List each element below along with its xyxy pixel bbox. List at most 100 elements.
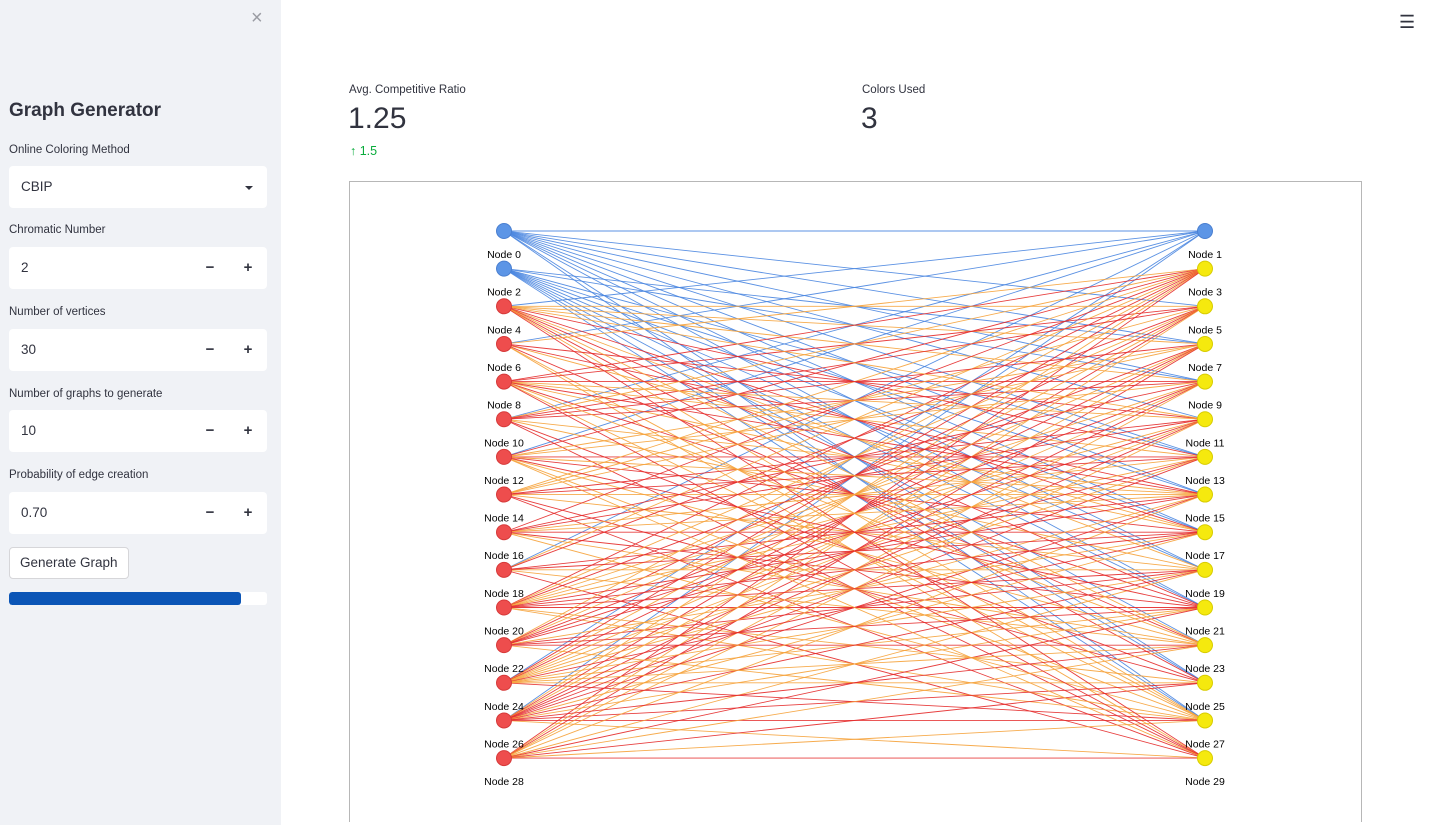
chromatic-number-input[interactable]: 2 − +	[9, 247, 267, 289]
ratio-label: Avg. Competitive Ratio	[349, 84, 466, 96]
node-label: Node 4	[487, 324, 521, 336]
graph-edge	[503, 381, 1206, 420]
node-label: Node 23	[1185, 663, 1225, 675]
probability-value: 0.70	[21, 505, 48, 520]
node-label: Node 24	[484, 701, 524, 713]
graph-edge	[503, 720, 1206, 759]
graph-node	[1197, 298, 1213, 315]
graph-chart: Node 0 Node 1 Node 2 Node 3 Node 4 Node 5 Node…	[349, 181, 1362, 822]
node-label: Node 9	[1188, 400, 1222, 412]
chromatic-increment-button[interactable]: +	[243, 259, 253, 276]
graph-edge	[503, 305, 1206, 533]
generate-graph-button[interactable]: Generate Graph	[9, 547, 129, 579]
graph-edge	[503, 456, 1206, 759]
vertices-value: 30	[21, 342, 37, 357]
node-label: Node 28	[484, 776, 524, 788]
graph-node	[1197, 599, 1213, 616]
graphs-value: 10	[21, 423, 37, 438]
ratio-delta-value: 1.5	[359, 144, 378, 158]
probability-input[interactable]: 0.70 − +	[9, 492, 267, 534]
node-label: Node 26	[484, 738, 524, 750]
node-label: Node 21	[1185, 626, 1225, 638]
graph-node	[1197, 750, 1213, 767]
node-label: Node 13	[1185, 475, 1225, 487]
graphs-input[interactable]: 10 − +	[9, 410, 267, 452]
node-label: Node 8	[487, 400, 521, 412]
node-label: Node 7	[1188, 362, 1222, 374]
graph-node	[496, 524, 512, 541]
node-label: Node 16	[484, 550, 524, 562]
graph-node	[496, 448, 512, 465]
node-label: Node 3	[1188, 287, 1222, 299]
graph-node	[1197, 335, 1213, 352]
probability-label: Probability of edge creation	[9, 469, 149, 481]
chromatic-label: Chromatic Number	[9, 224, 106, 236]
graph-node	[1197, 561, 1213, 578]
graph-node	[496, 712, 512, 729]
graph-node	[496, 335, 512, 352]
node-label: Node 19	[1185, 588, 1225, 600]
vertices-input[interactable]: 30 − +	[9, 329, 267, 371]
graph-edge	[503, 569, 1206, 608]
graph-edge	[503, 569, 1206, 721]
method-label: Online Coloring Method	[9, 144, 130, 156]
graph-node	[496, 561, 512, 578]
vertices-decrement-button[interactable]: −	[205, 341, 215, 358]
graph-edge	[503, 644, 1206, 721]
graphs-decrement-button[interactable]: −	[205, 422, 215, 439]
node-label: Node 1	[1188, 249, 1222, 261]
graph-node	[1197, 637, 1213, 654]
graphs-increment-button[interactable]: +	[243, 422, 253, 439]
graph-node	[1197, 674, 1213, 691]
graph-edge	[503, 343, 1206, 420]
graph-node	[496, 599, 512, 616]
node-label: Node 10	[484, 437, 524, 449]
graph-node	[1197, 712, 1213, 729]
node-label: Node 14	[484, 513, 524, 525]
node-label: Node 15	[1185, 513, 1225, 525]
node-label: Node 18	[484, 588, 524, 600]
node-label: Node 5	[1188, 324, 1222, 336]
probability-decrement-button[interactable]: −	[205, 504, 215, 521]
node-label: Node 20	[484, 626, 524, 638]
graph-edge	[503, 607, 1206, 646]
node-label: Node 22	[484, 663, 524, 675]
ratio-delta: ↑ 1.5	[350, 144, 377, 158]
colors-value: 3	[861, 102, 878, 135]
graph-edge	[503, 381, 1206, 495]
graph-node	[1197, 486, 1213, 503]
graph-edge	[503, 456, 1206, 495]
node-label: Node 11	[1186, 437, 1225, 449]
graph-edge	[503, 268, 1206, 420]
graph-edge	[503, 456, 1206, 608]
method-value: CBIP	[21, 179, 53, 194]
hamburger-menu-icon[interactable]: ☰	[1399, 12, 1416, 32]
graph-edge	[503, 381, 1206, 608]
graph-edge	[503, 381, 1206, 759]
vertices-increment-button[interactable]: +	[243, 341, 253, 358]
graph-node	[1197, 373, 1213, 390]
node-label: Node 27	[1185, 738, 1225, 750]
graph-edge	[503, 531, 1206, 571]
graph-node	[1197, 524, 1213, 541]
node-label: Node 29	[1185, 776, 1225, 788]
node-label: Node 2	[487, 287, 521, 299]
graph-node	[496, 260, 512, 277]
graph-edge	[503, 305, 1206, 420]
graphs-label: Number of graphs to generate	[9, 388, 163, 400]
chromatic-value: 2	[21, 260, 29, 275]
graph-node	[496, 750, 512, 767]
graph-node	[1197, 411, 1213, 428]
ratio-value: 1.25	[348, 102, 407, 135]
graph-node	[496, 298, 512, 315]
arrow-up-icon: ↑	[350, 144, 357, 158]
chromatic-decrement-button[interactable]: −	[205, 259, 215, 276]
close-icon[interactable]: ×	[251, 7, 263, 29]
vertices-label: Number of vertices	[9, 306, 106, 318]
graph-node	[1197, 223, 1213, 239]
progress-fill	[9, 592, 242, 605]
method-select[interactable]: CBIP	[9, 166, 267, 208]
graph-node	[496, 674, 512, 691]
graph-svg: Node 0 Node 1 Node 2 Node 3 Node 4 Node 5 Node…	[484, 223, 1225, 788]
probability-increment-button[interactable]: +	[243, 504, 253, 521]
